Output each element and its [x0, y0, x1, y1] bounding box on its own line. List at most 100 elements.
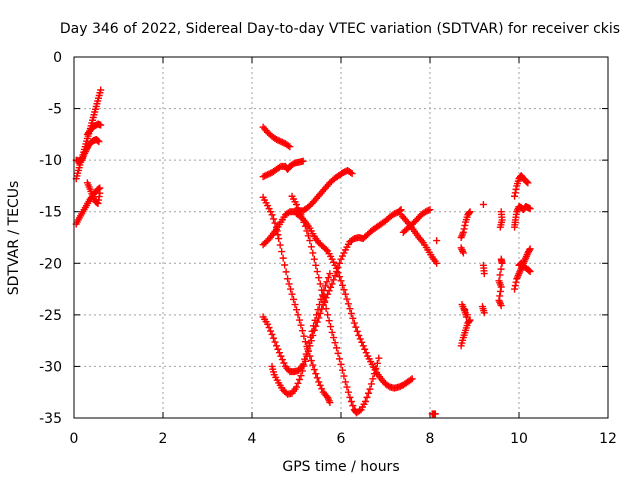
- series-arc-p: [428, 237, 441, 418]
- data-point-marker: [280, 359, 288, 367]
- data-point-marker: [319, 292, 327, 300]
- series-arc-j: [259, 270, 334, 376]
- data-point-marker: [328, 255, 336, 263]
- data-point-marker: [480, 309, 488, 317]
- data-point-marker: [293, 306, 300, 314]
- data-point-marker: [433, 259, 441, 267]
- y-tick-label: -35: [39, 411, 62, 427]
- data-point-marker: [301, 357, 309, 365]
- data-point-marker: [277, 352, 285, 360]
- data-point-marker: [525, 246, 533, 254]
- data-point-marker: [298, 327, 306, 335]
- data-point-marker: [304, 232, 312, 240]
- series-arc-m: [293, 210, 416, 392]
- data-point-marker: [465, 209, 473, 217]
- data-point-marker: [312, 370, 320, 378]
- data-point-marker: [327, 323, 335, 331]
- data-point-marker: [496, 287, 504, 295]
- data-point-marker: [337, 277, 345, 285]
- data-point-marker: [343, 295, 351, 303]
- data-point-marker: [496, 300, 504, 308]
- data-point-marker: [290, 295, 298, 303]
- data-point-marker: [459, 249, 467, 257]
- y-tick-label: -5: [48, 102, 62, 118]
- data-point-marker: [318, 286, 326, 294]
- x-tick-label: 2: [159, 431, 168, 447]
- data-point-marker: [284, 142, 292, 150]
- data-point-marker: [271, 219, 279, 227]
- data-point-marker: [321, 298, 329, 306]
- data-point-marker: [327, 283, 335, 291]
- series-arc-x: [515, 259, 534, 276]
- data-point-marker: [459, 228, 467, 236]
- data-point-marker: [297, 372, 305, 380]
- data-point-marker: [337, 360, 345, 368]
- data-point-marker: [276, 241, 284, 249]
- data-point-marker: [307, 243, 315, 251]
- data-point-marker: [96, 189, 104, 197]
- data-point-marker: [274, 345, 282, 353]
- data-point-marker: [330, 334, 338, 342]
- data-point-marker: [293, 200, 300, 208]
- data-point-marker: [301, 338, 309, 346]
- data-point-marker: [356, 407, 364, 415]
- series-arc-s: [479, 200, 488, 317]
- data-point-marker: [291, 301, 299, 309]
- data-point-marker: [361, 345, 369, 353]
- data-point-marker: [321, 282, 329, 290]
- data-point-marker: [322, 305, 330, 313]
- data-point-marker: [356, 335, 364, 343]
- data-point-marker: [324, 311, 332, 319]
- data-point-marker: [310, 326, 318, 334]
- data-point-marker: [316, 381, 324, 389]
- data-point-marker: [294, 204, 302, 212]
- data-point-marker: [352, 323, 360, 331]
- data-point-marker: [331, 261, 339, 269]
- data-point-marker: [431, 410, 439, 418]
- data-point-marker: [333, 344, 341, 352]
- series-arc-i: [259, 166, 356, 249]
- data-point-marker: [336, 273, 344, 281]
- data-point-marker: [264, 320, 272, 328]
- data-point-marker: [526, 205, 534, 213]
- data-point-marker: [497, 283, 505, 291]
- data-point-marker: [278, 248, 286, 256]
- data-point-marker: [526, 245, 534, 253]
- data-point-marker: [349, 402, 357, 410]
- data-point-marker: [264, 202, 272, 210]
- data-point-marker: [97, 121, 105, 129]
- data-point-marker: [496, 292, 504, 300]
- data-point-marker: [312, 322, 320, 330]
- data-point-marker: [465, 317, 473, 325]
- data-point-marker: [349, 314, 357, 322]
- series-arc-n: [397, 211, 441, 267]
- data-point-marker: [496, 271, 504, 279]
- data-point-marker: [270, 215, 278, 223]
- data-point-marker: [459, 247, 467, 255]
- y-tick-label: -25: [39, 308, 62, 324]
- series-arc-q: [457, 208, 474, 257]
- data-point-marker: [303, 352, 311, 360]
- data-point-marker: [316, 280, 324, 288]
- data-point-marker: [294, 379, 302, 387]
- data-points: [72, 86, 534, 418]
- data-point-marker: [288, 290, 296, 298]
- data-point-marker: [284, 275, 292, 283]
- data-point-marker: [338, 281, 346, 289]
- data-point-marker: [363, 393, 371, 401]
- data-point-marker: [338, 366, 346, 374]
- series-arc-o: [399, 206, 434, 236]
- data-point-marker: [340, 372, 348, 380]
- data-point-marker: [341, 378, 349, 386]
- data-point-marker: [315, 314, 323, 322]
- data-point-marker: [344, 388, 352, 396]
- data-point-marker: [498, 259, 506, 267]
- data-point-marker: [461, 221, 469, 229]
- data-point-marker: [268, 211, 276, 219]
- data-point-marker: [462, 313, 470, 321]
- series-arc-v: [511, 172, 532, 200]
- y-tick-label: -15: [39, 205, 62, 221]
- data-point-marker: [309, 361, 317, 369]
- data-point-marker: [285, 280, 293, 288]
- data-point-marker: [458, 246, 466, 254]
